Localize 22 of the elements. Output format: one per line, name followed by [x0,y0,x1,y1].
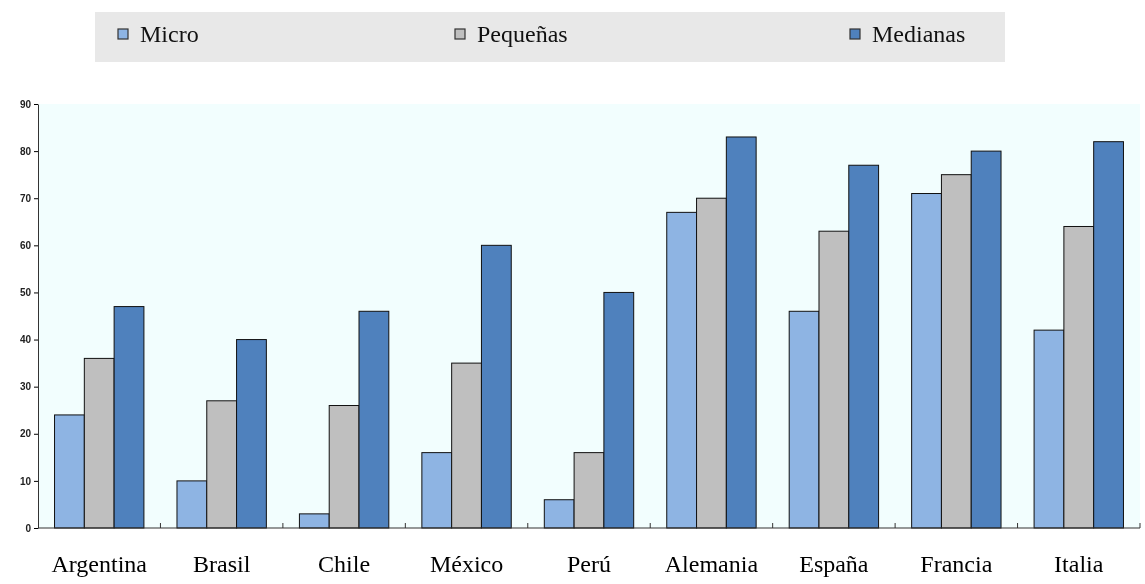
legend-label: Medianas [872,21,966,47]
y-tick-label: 10 [19,475,32,487]
y-tick-label: 90 [19,98,32,110]
x-tick-label: Italia [1054,551,1104,577]
x-tick-label: Chile [318,551,371,577]
y-tick-label: 50 [19,287,32,299]
x-tick-label: México [429,551,504,577]
x-tick-label: Alemania [664,551,759,577]
legend-label: Pequeñas [477,21,568,47]
y-tick-label: 60 [19,240,32,252]
y-tick-label: 0 [25,522,32,534]
y-tick-label: 20 [19,428,32,440]
legend-label: Micro [140,21,199,47]
y-tick-label: 80 [19,145,32,157]
x-tick-label: Perú [567,551,611,577]
y-tick-label: 40 [19,334,32,346]
x-tick-label: Francia [920,551,993,577]
y-tick-label: 70 [19,192,32,204]
y-tick-label: 30 [19,381,32,393]
x-tick-label: Argentina [51,551,148,577]
x-tick-label: España [799,551,869,577]
x-tick-label: Brasil [193,551,251,577]
